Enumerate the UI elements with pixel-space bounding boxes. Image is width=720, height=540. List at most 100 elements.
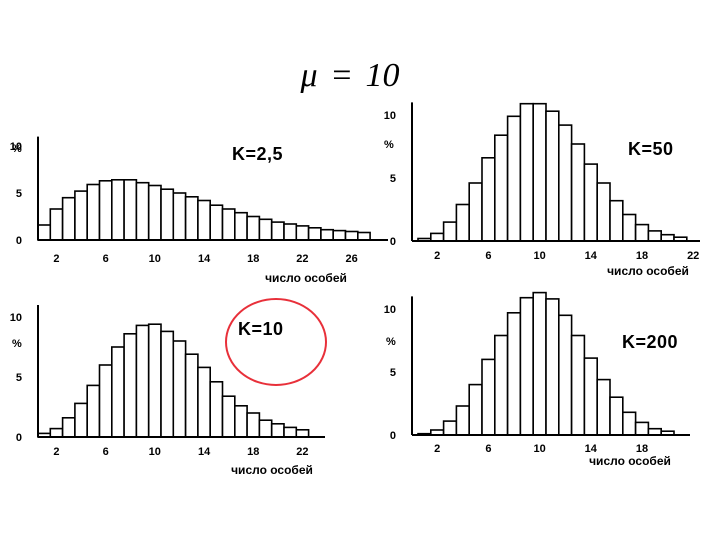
chart-panel-2: 0 5 10% 2 6 10 14 18 22 число особей K=50 [384,102,700,278]
bar [468,182,483,242]
bar [234,211,248,241]
y-tick-label: 10 [384,110,396,122]
bar [557,124,573,242]
mu-symbol: μ [299,57,317,94]
bar [621,213,637,242]
y-axis-label: % [12,143,22,155]
y-tick-label: 10 [10,312,22,324]
bar [570,334,586,436]
bar [49,427,64,438]
x-tick-label: 6 [103,446,109,458]
bar [246,412,261,438]
bar [519,296,535,436]
mu-title: μ = 10 [299,57,399,94]
bar [481,157,496,242]
bar [332,229,347,241]
bar [74,190,89,241]
bar [61,416,76,438]
mu-value: 10 [366,57,400,94]
bar [493,134,509,242]
bar [493,334,509,436]
bar [209,204,224,241]
bar [98,180,113,241]
y-tick-label: 0 [16,235,22,247]
bar [570,143,586,242]
y-axis-label: % [384,139,394,151]
bar [320,228,334,241]
bar [135,324,150,438]
bar [49,208,64,241]
bar [283,223,298,241]
bar [258,419,273,438]
bar [596,378,611,436]
bar [135,181,150,241]
x-tick-label: 26 [345,253,357,265]
bar [283,426,298,438]
bar [295,428,310,438]
x-axis-label: число особей [231,463,313,477]
bar-series [37,323,310,438]
y-axis-label: % [386,336,396,348]
bar [583,357,599,436]
chart-title: K=200 [622,332,678,352]
y-axis-label: % [12,338,22,350]
bar [160,188,175,241]
bar [506,311,522,436]
highlight-circle [225,298,327,386]
bar [147,184,162,241]
bar [184,196,199,241]
y-tick-label: 0 [390,430,396,442]
x-axis-label-panel-1: число особей [265,271,347,285]
bar [647,230,663,242]
bar-series [37,179,371,241]
chart-title: K=50 [628,139,674,159]
bar [221,395,236,438]
bar [197,366,211,438]
x-tick-label: 6 [103,253,109,265]
x-tick-label: 18 [247,253,259,265]
bar [455,405,470,436]
bar [468,383,483,436]
bar [258,218,273,241]
bar [295,225,310,241]
y-tick-label: 0 [390,236,396,248]
bar [221,208,236,241]
bar [209,380,224,438]
bar [609,396,624,436]
x-axis-label: число особей [607,264,689,278]
x-tick-label: 6 [485,250,491,262]
bar [234,404,248,438]
bar [532,291,547,436]
bar [197,199,211,241]
chart-title: K=2,5 [232,144,283,164]
bar [98,364,113,438]
y-tick-label: 5 [16,188,22,200]
bar [172,340,187,438]
bar [481,358,496,436]
bar [532,102,547,242]
bar [86,183,101,241]
bar [270,422,285,438]
bar-series [417,291,675,436]
bar [455,203,470,242]
bar [583,163,599,242]
bar [545,110,560,242]
bar [442,420,458,436]
x-tick-label: 2 [53,446,59,458]
bar [270,221,285,241]
bar [519,102,535,242]
bar [442,221,458,242]
bar [111,179,125,241]
y-tick-label: 5 [390,367,396,379]
mu-equals: = [330,57,353,94]
x-tick-label: 10 [149,253,161,265]
bar [61,196,76,241]
bar [621,411,637,436]
x-tick-label: 14 [198,446,211,458]
bar [344,230,359,241]
y-tick-label: 10 [10,141,22,153]
